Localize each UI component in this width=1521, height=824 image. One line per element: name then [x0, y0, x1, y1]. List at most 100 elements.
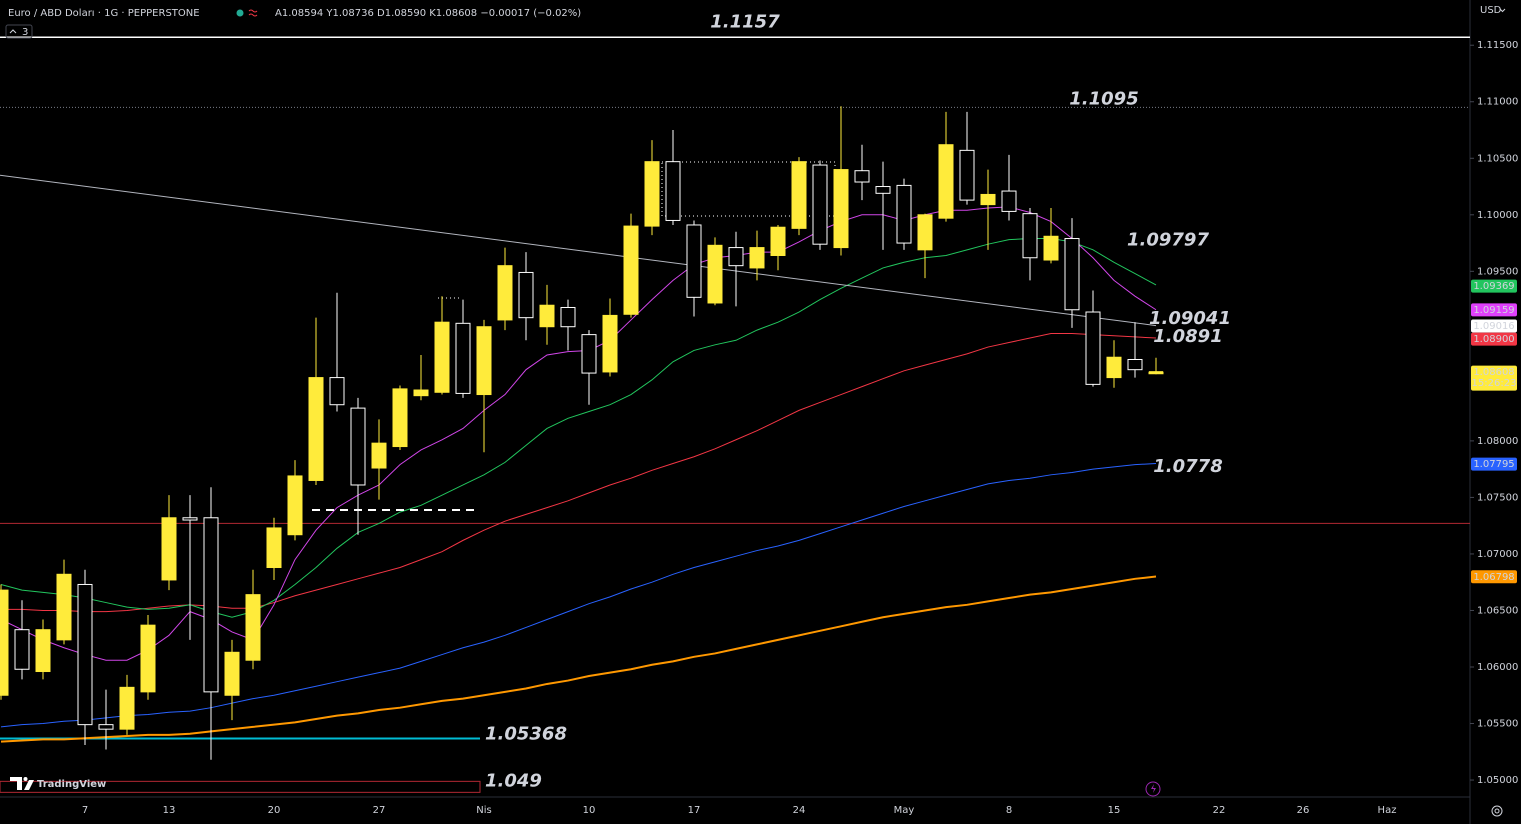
price-tag	[1471, 279, 1517, 293]
price-tag	[1471, 319, 1517, 333]
candle-body	[980, 193, 996, 206]
price-tag	[1471, 332, 1517, 346]
x-tick-label: 15	[1108, 805, 1121, 816]
level-label: 1.1157	[710, 11, 780, 32]
candle-body	[1127, 358, 1143, 371]
data-status	[248, 9, 258, 17]
x-tick-label: 24	[793, 805, 806, 816]
candle-body	[623, 225, 639, 315]
price-tag	[1471, 303, 1517, 317]
price-tag	[1471, 457, 1517, 471]
candle-body	[182, 517, 198, 521]
candle-body	[266, 527, 282, 569]
price-tag	[1471, 365, 1517, 391]
candle-body	[476, 326, 492, 396]
price-tag-label: 1.06798	[1473, 572, 1514, 583]
candle-body	[518, 271, 534, 319]
countdown: 15:26:23	[1472, 378, 1517, 389]
candle-body	[413, 389, 429, 397]
candle-body	[350, 407, 366, 486]
x-tick-label: May	[894, 805, 915, 816]
candle-body	[245, 594, 261, 661]
x-tick-label: Haz	[1378, 805, 1397, 816]
logo: TradingView	[10, 777, 106, 790]
x-tick-label: 7	[82, 805, 88, 816]
candle-body	[98, 724, 114, 730]
candle-body	[140, 624, 156, 693]
y-tick-label: 1.11500	[1477, 40, 1518, 51]
candle-body	[770, 226, 786, 256]
candle-body	[875, 186, 891, 194]
chevron	[1499, 8, 1506, 13]
indicator-toggle[interactable]	[5, 24, 33, 39]
logo-mark	[23, 777, 28, 781]
candle-body	[371, 442, 387, 469]
level-label: 1.1095	[1069, 88, 1138, 109]
candle-body	[728, 247, 744, 267]
candle-body	[203, 517, 219, 693]
x-tick-label: 8	[1006, 805, 1012, 816]
moving-average	[1, 332, 1157, 613]
candle-body	[665, 161, 681, 221]
candle-body	[1106, 356, 1122, 379]
level-label: 1.09041	[1149, 308, 1231, 329]
price-tag-label: 1.07795	[1473, 459, 1514, 470]
moving-average	[0, 206, 1157, 661]
y-tick-label: 1.11000	[1477, 97, 1518, 108]
symbol-title: Euro / ABD Doları · 1G · PEPPERSTONE	[8, 8, 200, 19]
level-label: 1.05368	[485, 723, 567, 744]
chevron	[9, 29, 17, 34]
x-tick-label: 22	[1213, 805, 1226, 816]
lines-layer	[0, 36, 1470, 793]
indicator-count: 3	[22, 27, 28, 38]
logo-mark	[10, 777, 22, 790]
plot	[0, 106, 1164, 760]
level-label: 1.0778	[1153, 456, 1222, 477]
candle-body	[539, 304, 555, 328]
candle-body	[1001, 190, 1017, 212]
logo-text: TradingView	[37, 779, 106, 790]
candle-body	[14, 629, 30, 670]
y-tick-label: 1.05500	[1477, 719, 1518, 730]
candle-body	[497, 265, 513, 321]
candle-body	[644, 161, 660, 227]
settings-icon[interactable]	[1491, 805, 1503, 817]
candle-body	[0, 589, 9, 696]
candle-body	[35, 629, 51, 673]
replay-icon[interactable]	[1145, 781, 1161, 797]
currency[interactable]: USD	[1480, 5, 1502, 16]
candle-body	[959, 149, 975, 201]
candle-body	[581, 334, 597, 374]
price-tag-label: 1.08608	[1473, 367, 1514, 378]
candle-body	[455, 322, 471, 394]
level-label: 1.09797	[1127, 230, 1209, 251]
candle-body	[1085, 311, 1101, 385]
y-tick-label: 1.09500	[1477, 266, 1518, 277]
candle-body	[77, 583, 93, 726]
candle-body	[329, 377, 345, 406]
replay-icon	[1151, 784, 1156, 793]
moving-average	[0, 575, 1157, 743]
x-tick-label: 10	[583, 805, 596, 816]
candle-body	[791, 161, 807, 229]
ohlc-values: A1.08594 Y1.08736 D1.08590 K1.08608 −0.0…	[275, 8, 581, 19]
candle-body	[224, 651, 240, 696]
level-box	[0, 780, 481, 793]
y-tick-label: 1.06500	[1477, 605, 1518, 616]
candle-body	[812, 164, 828, 245]
y-tick-label: 1.08000	[1477, 436, 1518, 447]
price-tag-label: 1.09369	[1473, 281, 1514, 292]
x-tick-label: 13	[163, 805, 176, 816]
candle-body	[1022, 213, 1038, 259]
y-tick-label: 1.07500	[1477, 492, 1518, 503]
price-tag	[1471, 570, 1517, 584]
logo-mark	[24, 780, 34, 790]
moving-average	[0, 463, 1157, 728]
candle-body	[119, 686, 135, 730]
candle-body	[560, 306, 576, 328]
price-tag-label: 1.09159	[1473, 305, 1514, 316]
level-label: 1.049	[485, 770, 542, 791]
candle-body	[1043, 235, 1059, 261]
